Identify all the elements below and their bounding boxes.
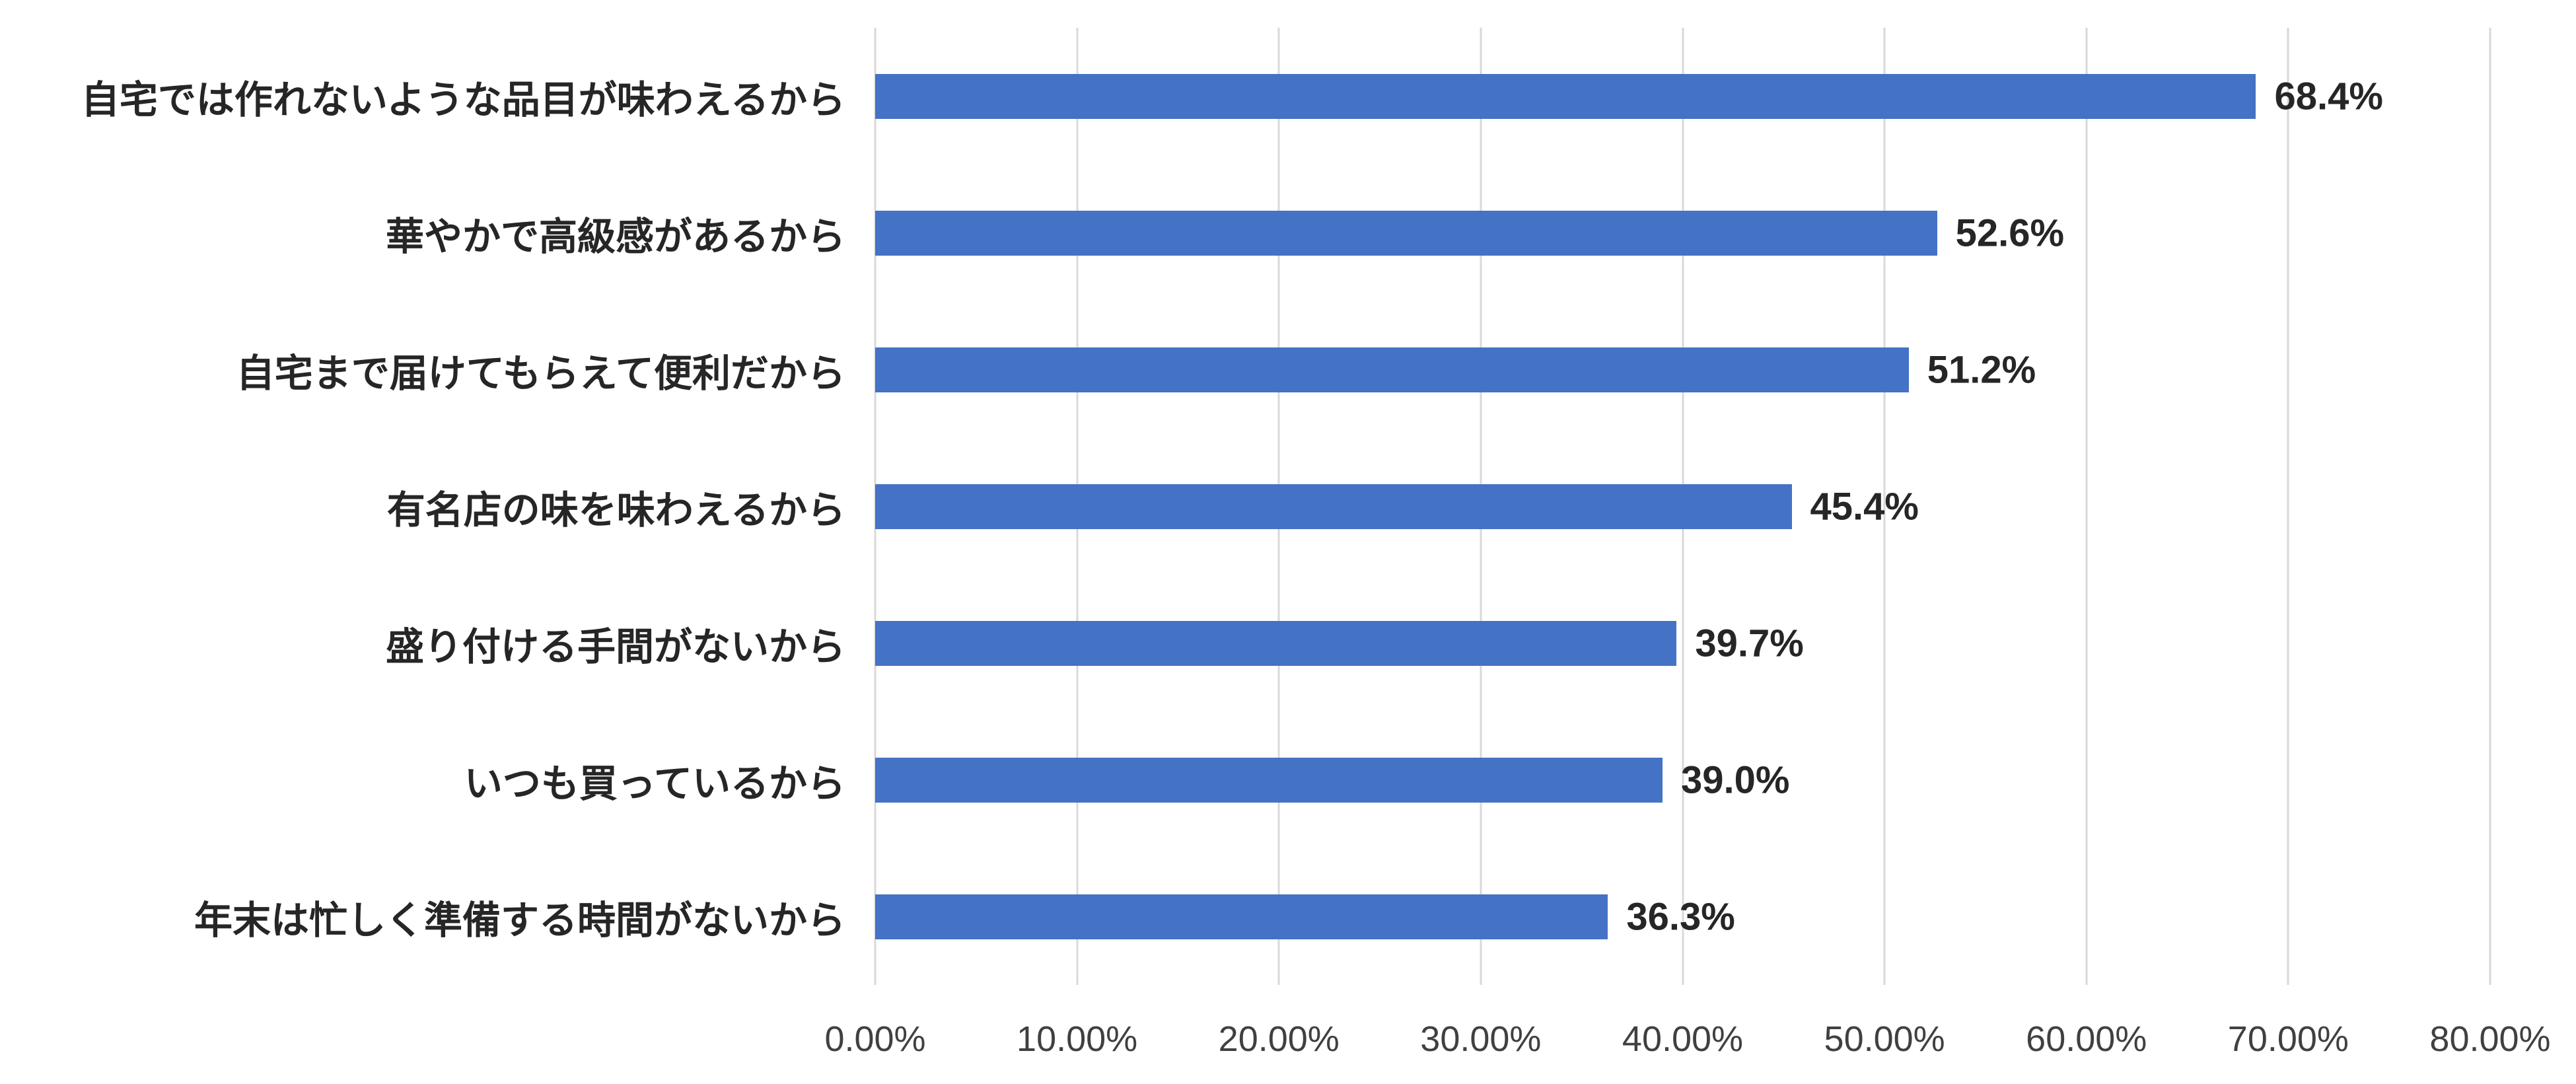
x-tick-label: 70.00% xyxy=(2227,1019,2349,1059)
bar xyxy=(875,73,2256,119)
plot-area: 68.4% 52.6% 51.2% 45.4% 39.7% 39.0% 36.3% xyxy=(874,28,2491,985)
x-tick-label: 60.00% xyxy=(2026,1019,2147,1059)
bar-row: 51.2% xyxy=(875,301,2490,438)
x-axis: 0.00% 10.00% 20.00% 30.00% 40.00% 50.00% 60.00… xyxy=(824,1013,2550,1066)
bar-row: 52.6% xyxy=(875,164,2490,301)
x-tick-label: 40.00% xyxy=(1622,1019,1744,1059)
x-tick-label: 80.00% xyxy=(2429,1019,2551,1059)
value-label: 68.4% xyxy=(2274,75,2383,118)
value-label: 52.6% xyxy=(1955,211,2065,254)
bar xyxy=(875,620,1677,666)
x-tick-label: 30.00% xyxy=(1420,1019,1542,1059)
value-label: 39.0% xyxy=(1680,758,1790,801)
bar-row: 39.0% xyxy=(875,711,2490,848)
x-tick-label: 0.00% xyxy=(824,1019,926,1059)
category-label: 自宅では作れないような品目が味わえるから xyxy=(81,78,845,122)
bar-row: 36.3% xyxy=(875,848,2490,985)
bar xyxy=(875,894,1608,939)
bar-row: 39.7% xyxy=(875,575,2490,711)
category-label: 盛り付ける手間がないから xyxy=(385,625,845,668)
value-label: 39.7% xyxy=(1695,622,1804,665)
category-label: 自宅まで届けてもらえて便利だから xyxy=(236,351,845,395)
bar xyxy=(875,757,1663,803)
bar-rows: 68.4% 52.6% 51.2% 45.4% 39.7% 39.0% 36.3% xyxy=(875,28,2490,985)
category-label: 華やかで高級感があるから xyxy=(385,215,845,258)
category-label: 有名店の味を味わえるから xyxy=(386,488,845,532)
category-label: いつも買っているから xyxy=(464,762,845,805)
bar xyxy=(875,210,1937,256)
bar xyxy=(875,484,1792,529)
value-label: 51.2% xyxy=(1927,348,2036,391)
category-label-column: 自宅では作れないような品目が味わえるから華やかで高級感があるから自宅まで届けても… xyxy=(0,28,845,985)
category-label: 年末は忙しく準備する時間がないから xyxy=(194,898,845,942)
value-label: 36.3% xyxy=(1626,895,1735,938)
bar xyxy=(875,347,1909,392)
x-tick-label: 20.00% xyxy=(1218,1019,1340,1059)
bar-row: 45.4% xyxy=(875,438,2490,575)
bar-row: 68.4% xyxy=(875,28,2490,164)
value-label: 45.4% xyxy=(1810,485,1919,528)
x-tick-label: 10.00% xyxy=(1017,1019,1138,1059)
x-tick-label: 50.00% xyxy=(1824,1019,1945,1059)
